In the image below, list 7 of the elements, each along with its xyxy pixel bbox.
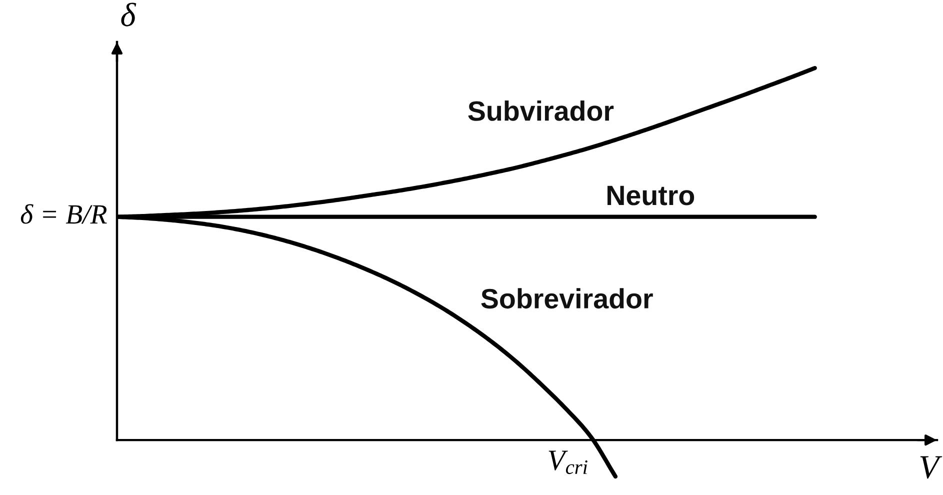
series-label: Subvirador <box>468 100 614 121</box>
x-axis-title: V <box>920 456 942 479</box>
annotation: δ = B/R <box>20 204 107 224</box>
series-label: Neutro <box>608 186 694 206</box>
annotation: V$_{cri}$ <box>548 450 588 474</box>
series-label: Sobrevirador <box>481 288 653 309</box>
y-axis-title: δ <box>121 2 136 26</box>
